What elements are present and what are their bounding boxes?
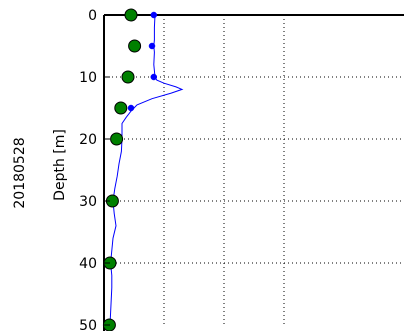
y-tick-label: 20: [79, 132, 97, 148]
sample-point: [128, 39, 142, 53]
y-axis-title: Depth [m]: [52, 129, 68, 201]
sample-point: [124, 8, 138, 22]
profile-marker: [150, 11, 158, 19]
profile-marker: [150, 73, 158, 81]
y-tick-label: 30: [79, 194, 97, 210]
plot-frame: [103, 14, 404, 331]
sample-point: [121, 70, 135, 84]
profile-marker: [127, 104, 135, 112]
sample-point: [110, 132, 124, 146]
sample-point: [114, 101, 128, 115]
profile-line: [109, 14, 184, 326]
series-layer: [102, 8, 184, 331]
date-label: 20180528: [12, 137, 28, 208]
y-tick-label: 40: [79, 256, 97, 272]
y-axis-ticks: 0 10 20 30 40 50: [79, 8, 110, 331]
y-tick-label: 10: [79, 70, 97, 86]
grid-layer: [104, 15, 404, 325]
profile-marker: [148, 42, 156, 50]
y-tick-label: 50: [79, 318, 97, 331]
y-tick-label: 0: [88, 8, 97, 24]
